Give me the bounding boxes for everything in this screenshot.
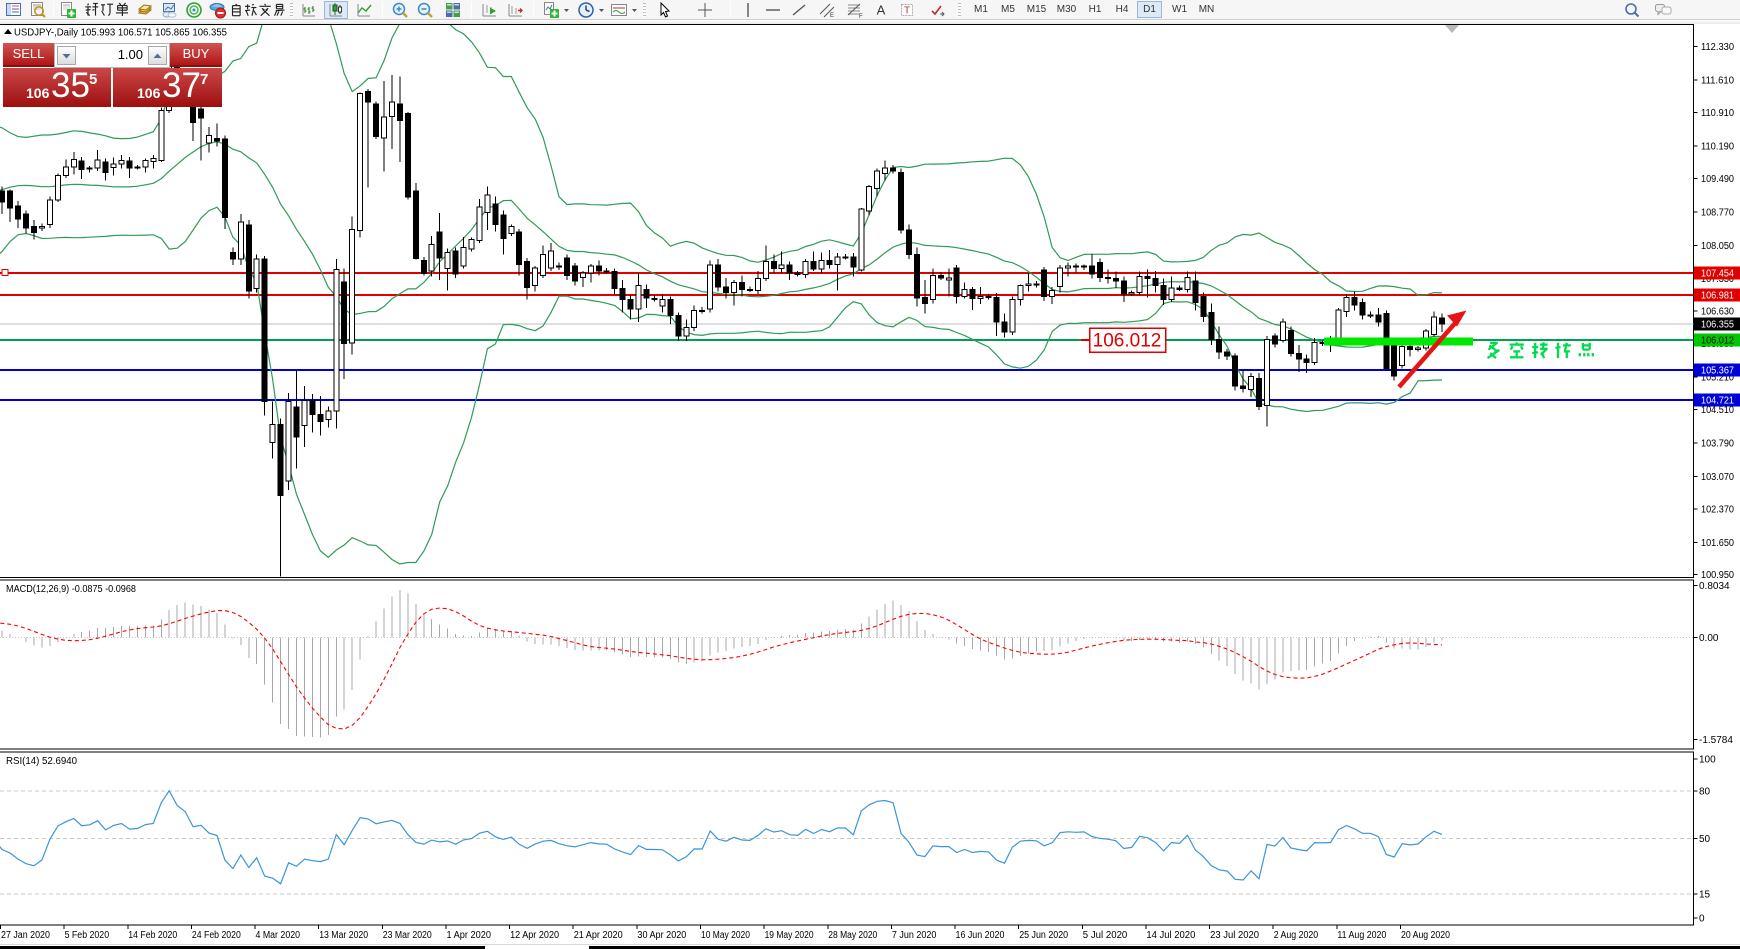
svg-text:5 Jul 2020: 5 Jul 2020 xyxy=(1083,930,1128,941)
svg-text:108.770: 108.770 xyxy=(1701,207,1734,218)
svg-text:11 Aug 2020: 11 Aug 2020 xyxy=(1337,930,1386,941)
svg-text:15: 15 xyxy=(1699,890,1711,901)
svg-text:100.950: 100.950 xyxy=(1701,570,1734,581)
svg-text:USDJPY-,Daily 105.993 106.571: USDJPY-,Daily 105.993 106.571 105.865 10… xyxy=(14,28,227,39)
svg-text:103.070: 103.070 xyxy=(1701,472,1734,483)
svg-text:110.190: 110.190 xyxy=(1701,142,1734,153)
svg-text:0: 0 xyxy=(1699,914,1705,925)
svg-text:106.355: 106.355 xyxy=(1701,319,1734,330)
svg-text:T: T xyxy=(904,6,910,17)
svg-text:7 Jun 2020: 7 Jun 2020 xyxy=(892,930,937,941)
svg-text:0.00: 0.00 xyxy=(1699,633,1719,644)
svg-text:104.721: 104.721 xyxy=(1701,395,1734,406)
svg-text:23 Mar 2020: 23 Mar 2020 xyxy=(383,930,432,941)
svg-text:23 Jul 2020: 23 Jul 2020 xyxy=(1210,930,1259,941)
svg-text:108.050: 108.050 xyxy=(1701,241,1734,252)
svg-text:106.981: 106.981 xyxy=(1701,290,1734,301)
svg-text:MACD(12,26,9) -0.0875 -0.0968: MACD(12,26,9) -0.0875 -0.0968 xyxy=(6,584,136,595)
svg-text:24 Feb 2020: 24 Feb 2020 xyxy=(192,930,241,941)
svg-text:5 Feb 2020: 5 Feb 2020 xyxy=(65,930,110,941)
svg-text:19 May 2020: 19 May 2020 xyxy=(765,930,814,941)
svg-text:1 Apr 2020: 1 Apr 2020 xyxy=(447,930,492,941)
svg-text:50: 50 xyxy=(1699,834,1711,845)
svg-text:21 Apr 2020: 21 Apr 2020 xyxy=(574,930,623,941)
svg-text:106.012: 106.012 xyxy=(1093,331,1162,352)
svg-text:109.490: 109.490 xyxy=(1701,174,1734,185)
svg-text:28 May 2020: 28 May 2020 xyxy=(828,930,877,941)
svg-text:4 Mar 2020: 4 Mar 2020 xyxy=(256,930,301,941)
svg-text:13 Mar 2020: 13 Mar 2020 xyxy=(319,930,368,941)
svg-text:102.370: 102.370 xyxy=(1701,504,1734,515)
svg-text:80: 80 xyxy=(1699,786,1711,797)
svg-text:105.367: 105.367 xyxy=(1701,365,1734,376)
svg-text:25 Jun 2020: 25 Jun 2020 xyxy=(1019,930,1068,941)
svg-text:27 Jan 2020: 27 Jan 2020 xyxy=(1,930,50,941)
svg-text:110.910: 110.910 xyxy=(1701,108,1734,119)
svg-text:2 Aug 2020: 2 Aug 2020 xyxy=(1274,930,1319,941)
svg-text:RSI(14) 52.6940: RSI(14) 52.6940 xyxy=(6,756,78,767)
svg-text:A: A xyxy=(877,3,886,18)
svg-text:10 May 2020: 10 May 2020 xyxy=(701,930,750,941)
svg-text:0.8034: 0.8034 xyxy=(1699,581,1730,592)
svg-text:-1.5784: -1.5784 xyxy=(1699,735,1733,746)
svg-text:100: 100 xyxy=(1699,755,1716,766)
svg-text:104.510: 104.510 xyxy=(1701,405,1734,416)
svg-text:112.330: 112.330 xyxy=(1701,42,1734,53)
svg-text:14 Jul 2020: 14 Jul 2020 xyxy=(1146,930,1195,941)
svg-text:107.454: 107.454 xyxy=(1701,268,1734,279)
svg-text:30 Apr 2020: 30 Apr 2020 xyxy=(637,930,686,941)
svg-text:14 Feb 2020: 14 Feb 2020 xyxy=(128,930,177,941)
svg-text:16 Jun 2020: 16 Jun 2020 xyxy=(956,930,1005,941)
svg-text:105.210: 105.210 xyxy=(1701,373,1734,384)
svg-text:101.650: 101.650 xyxy=(1701,538,1734,549)
svg-text:12 Apr 2020: 12 Apr 2020 xyxy=(510,930,559,941)
svg-text:106.012: 106.012 xyxy=(1701,335,1734,346)
svg-text:F: F xyxy=(859,14,863,19)
svg-text:E: E xyxy=(830,13,834,19)
svg-text:107.330: 107.330 xyxy=(1701,274,1734,285)
svg-text:103.790: 103.790 xyxy=(1701,439,1734,450)
svg-text:106.630: 106.630 xyxy=(1701,307,1734,318)
svg-text:20 Aug 2020: 20 Aug 2020 xyxy=(1401,930,1450,941)
svg-text:111.610: 111.610 xyxy=(1701,76,1734,87)
